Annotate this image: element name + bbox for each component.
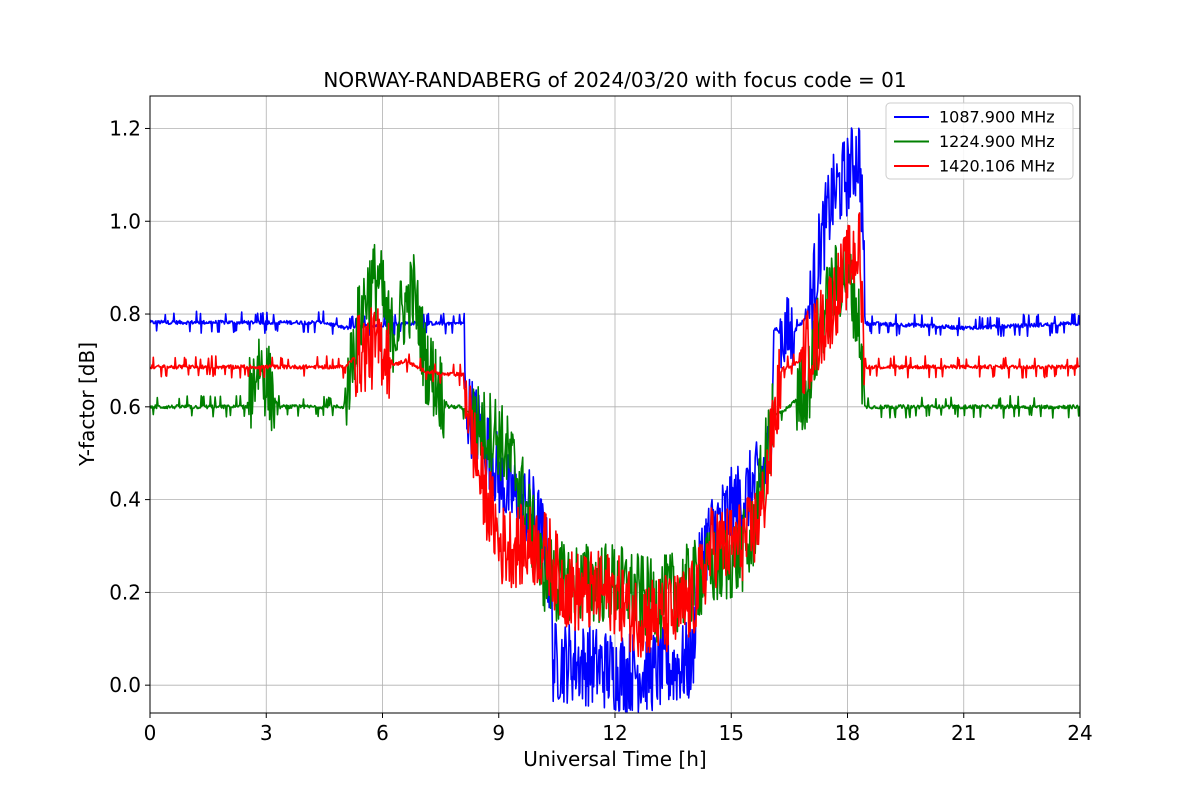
y-axis-label: Y-factor [dB] [75,342,99,467]
ticks: 0 3 6 9 12 15 18 21 24 0.0 0.2 0.4 0.6 0.8 1.0 1.2 [109,116,1093,745]
y-tick-label: 0.0 [109,673,141,697]
legend-label: 1087.900 MHz [939,108,1055,127]
legend-label: 1224.900 MHz [939,132,1055,151]
legend-box [885,102,1074,180]
y-tick-label: 0.2 [109,580,141,604]
legend-label: 1420.106 MHz [939,157,1055,176]
y-tick-label: 1.0 [109,209,141,233]
x-tick-label: 3 [260,721,273,745]
y-tick-label: 0.6 [109,395,141,419]
x-tick-label: 21 [951,721,976,745]
x-tick-label: 6 [376,721,389,745]
series-line [150,127,1080,713]
chart-title: NORWAY-RANDABERG of 2024/03/20 with focu… [323,68,906,92]
x-tick-label: 12 [602,721,627,745]
x-tick-label: 18 [835,721,860,745]
series-line [150,212,1080,658]
x-axis-label: Universal Time [h] [523,747,706,771]
series-layer [150,127,1080,713]
y-tick-label: 0.8 [109,302,141,326]
x-tick-label: 0 [144,721,157,745]
x-tick-label: 9 [492,721,505,745]
x-tick-label: 24 [1067,721,1092,745]
legend: 1087.900 MHz 1224.900 MHz 1420.106 MHz [885,102,1074,180]
y-tick-label: 0.4 [109,488,141,512]
x-tick-label: 15 [719,721,744,745]
y-tick-label: 1.2 [109,116,141,140]
